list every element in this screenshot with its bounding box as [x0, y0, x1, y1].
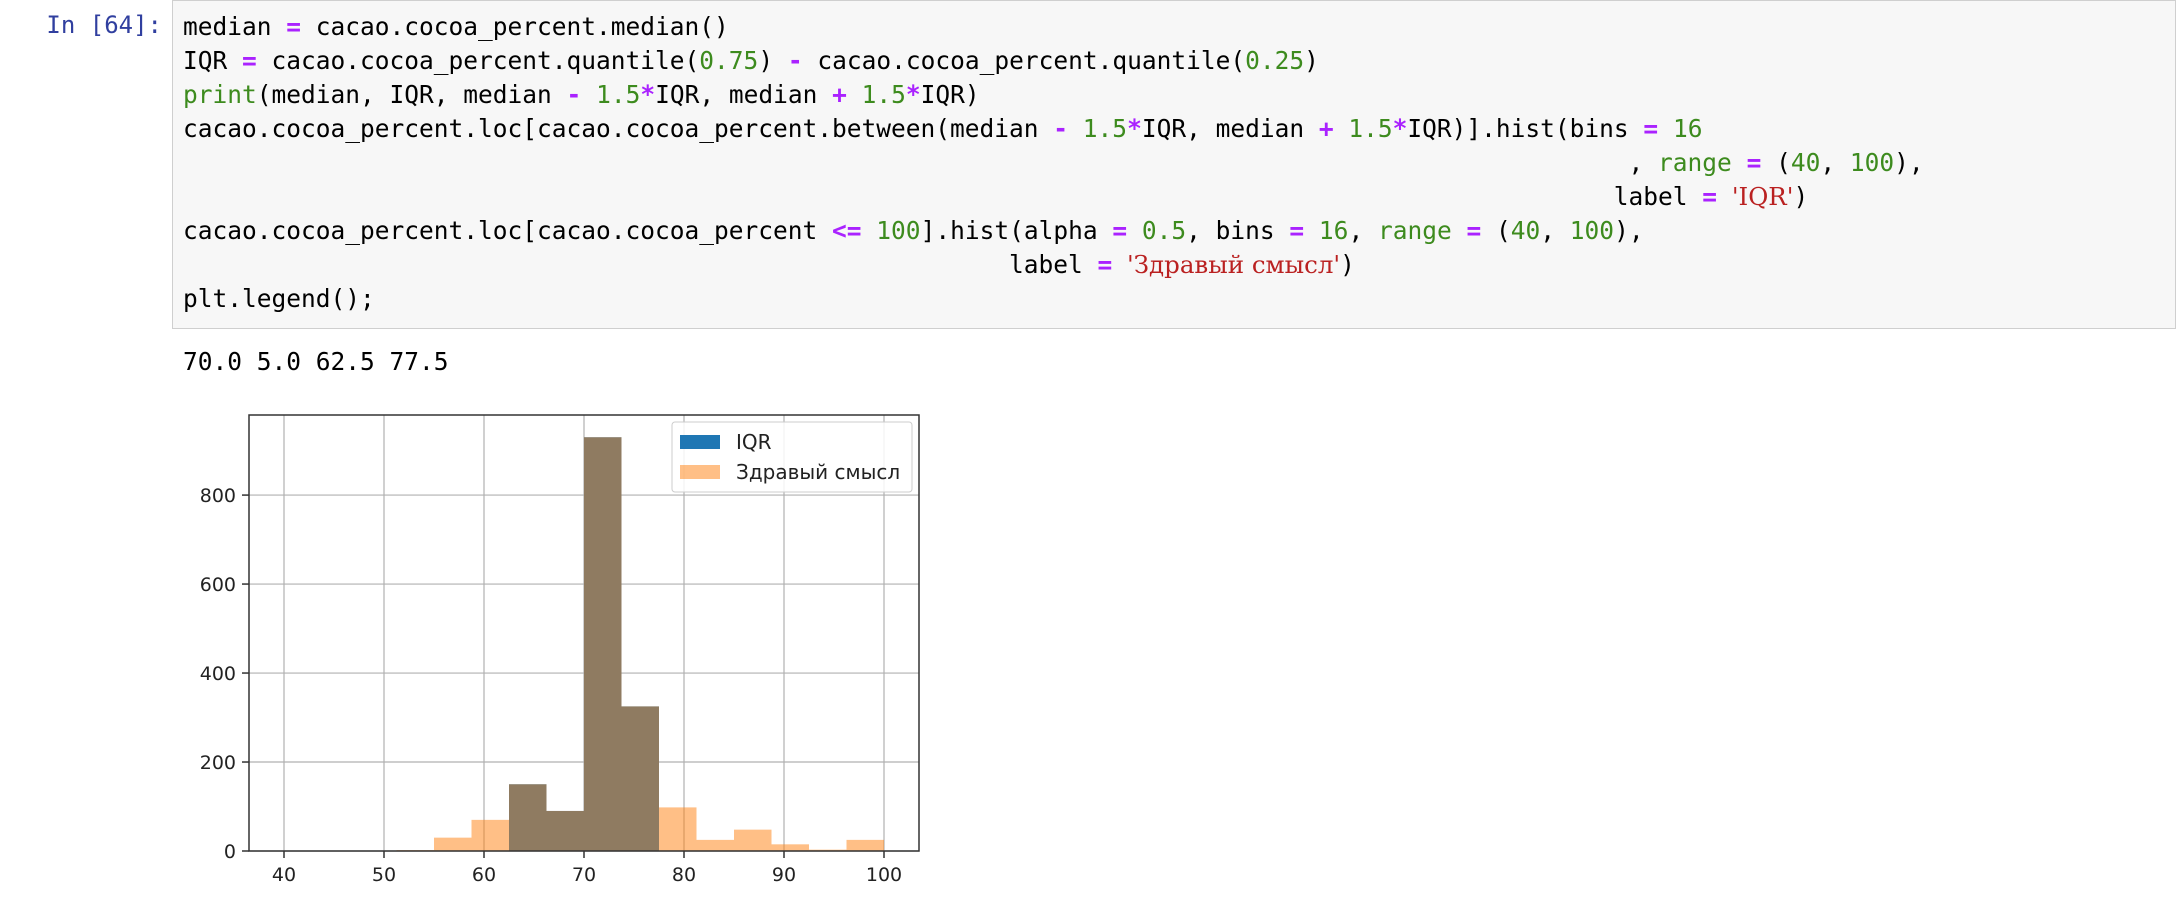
- code-line-5: , range = (40, 100),: [183, 148, 1924, 177]
- cell-output-text: 70.0 5.0 62.5 77.5: [183, 347, 449, 376]
- code-line-8: label = 'Здравый смысл'): [183, 250, 1355, 279]
- y-tick-label: 200: [200, 752, 236, 774]
- code-line-9: plt.legend();: [183, 284, 375, 313]
- y-axis: 0 200 400 600 800: [200, 485, 249, 863]
- bar-sense: [771, 844, 809, 851]
- legend-swatch-sense: [680, 465, 720, 479]
- legend-swatch-iqr: [680, 435, 720, 449]
- x-tick-label: 90: [772, 864, 796, 886]
- code-line-7: cacao.cocoa_percent.loc[cacao.cocoa_perc…: [183, 216, 1644, 245]
- y-tick-label: 800: [200, 485, 236, 507]
- bar-sense: [621, 706, 659, 851]
- bar-sense: [696, 839, 734, 851]
- x-tick-label: 40: [272, 864, 296, 886]
- code-line-6: label = 'IQR'): [183, 182, 1809, 211]
- legend-label-iqr: IQR: [736, 430, 772, 454]
- code-line-2: IQR = cacao.cocoa_percent.quantile(0.75)…: [183, 46, 1319, 75]
- code-cell[interactable]: median = cacao.cocoa_percent.median() IQ…: [172, 0, 2176, 329]
- bar-sense: [471, 819, 509, 851]
- legend: IQR Здравый смысл: [671, 421, 913, 493]
- code-line-3: print(median, IQR, median - 1.5*IQR, med…: [183, 80, 980, 109]
- bar-sense: [659, 807, 697, 851]
- bar-sense: [434, 837, 472, 851]
- histogram-chart: 40 50 60 70 80 90 100 0 200 400 600 800 IQR Здравы…: [200, 414, 920, 886]
- cell-prompt: In [64]:: [46, 11, 162, 39]
- bar-sense: [509, 784, 547, 851]
- y-tick-label: 600: [200, 574, 236, 596]
- x-axis: 40 50 60 70 80 90 100: [272, 851, 902, 886]
- bar-sense: [734, 829, 772, 851]
- y-tick-label: 0: [224, 841, 236, 863]
- code-line-4: cacao.cocoa_percent.loc[cacao.cocoa_perc…: [183, 114, 1703, 143]
- x-tick-label: 70: [572, 864, 596, 886]
- histogram-bars: [396, 437, 884, 851]
- bar-sense: [846, 839, 884, 851]
- x-tick-label: 50: [372, 864, 396, 886]
- x-tick-label: 80: [672, 864, 696, 886]
- code-line-1: median = cacao.cocoa_percent.median(): [183, 12, 729, 41]
- x-tick-label: 100: [866, 864, 902, 886]
- bar-sense: [546, 810, 584, 851]
- y-tick-label: 400: [200, 663, 236, 685]
- legend-label-sense: Здравый смысл: [736, 460, 900, 484]
- x-tick-label: 60: [472, 864, 496, 886]
- legend-box: [671, 421, 913, 493]
- bar-sense: [584, 437, 622, 851]
- code-editor[interactable]: median = cacao.cocoa_percent.median() IQ…: [183, 10, 1924, 316]
